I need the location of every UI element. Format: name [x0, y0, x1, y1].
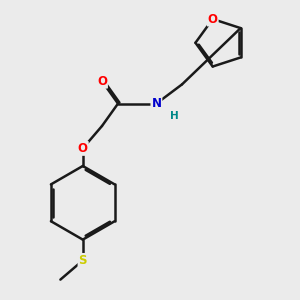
Text: O: O [78, 142, 88, 155]
Text: O: O [208, 13, 218, 26]
Text: H: H [169, 111, 178, 122]
Text: O: O [97, 75, 107, 88]
Text: S: S [79, 254, 87, 267]
Text: N: N [152, 97, 161, 110]
